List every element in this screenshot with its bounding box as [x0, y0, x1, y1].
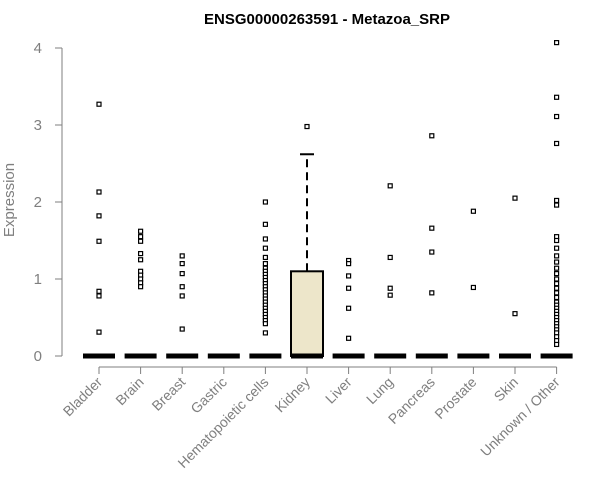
outlier-point	[387, 254, 393, 261]
outlier-point	[138, 250, 144, 257]
outlier-point	[304, 123, 310, 130]
outlier-point	[346, 305, 352, 311]
box-group	[332, 257, 365, 359]
box-group	[540, 40, 573, 359]
outlier-point	[553, 290, 560, 296]
y-tick-label: 0	[34, 348, 42, 365]
outlier-point	[553, 259, 560, 265]
outlier-point	[138, 284, 144, 290]
box-group	[374, 183, 407, 359]
outlier-point	[96, 238, 102, 244]
outlier-point	[553, 294, 560, 301]
outlier-point	[553, 281, 560, 287]
x-tick-label: Bladder	[60, 374, 106, 420]
x-tick-label: Lung	[363, 374, 396, 407]
box-group	[290, 123, 324, 359]
outlier-point	[470, 208, 476, 214]
outlier-point	[512, 195, 518, 201]
outlier-point	[553, 140, 560, 147]
outlier-point	[96, 288, 102, 294]
outlier-point	[262, 261, 268, 267]
y-axis: 0 1 2 3 4	[34, 40, 63, 365]
outlier-point	[179, 326, 185, 332]
plot-area	[83, 40, 573, 359]
outlier-point	[553, 245, 560, 251]
outlier-point	[96, 189, 102, 195]
outlier-point	[179, 261, 185, 267]
outlier-point	[346, 261, 352, 267]
y-tick-label: 2	[34, 194, 42, 211]
box-group	[415, 133, 448, 359]
outlier-point	[346, 285, 352, 291]
outlier-point	[553, 113, 560, 120]
outlier-point	[387, 292, 393, 298]
outlier-point	[553, 276, 560, 282]
box-group	[457, 208, 490, 359]
outlier-point	[138, 234, 144, 240]
box-group	[499, 195, 531, 359]
outlier-point	[262, 199, 268, 205]
x-tick-label: Prostate	[431, 374, 479, 422]
outlier-point	[262, 236, 268, 242]
outlier-point	[553, 341, 560, 348]
y-tick-label: 4	[34, 40, 42, 57]
y-axis-label: Expression	[1, 163, 18, 237]
outlier-point	[96, 293, 102, 299]
outlier-point	[553, 197, 560, 204]
x-tick-label: Brain	[112, 374, 146, 408]
outlier-point	[429, 290, 435, 296]
outlier-point	[553, 253, 560, 259]
outlier-point	[262, 254, 268, 261]
outlier-point	[96, 213, 102, 219]
outlier-point	[179, 271, 185, 277]
outlier-point	[553, 271, 560, 277]
outlier-point	[512, 311, 518, 317]
y-tick-label: 1	[34, 271, 42, 288]
box-iqr	[290, 270, 324, 357]
outlier-point	[553, 237, 560, 244]
outlier-point	[387, 285, 393, 291]
outlier-point	[262, 330, 268, 336]
outlier-point	[138, 238, 144, 244]
outlier-point	[553, 265, 560, 271]
outlier-point	[262, 221, 268, 227]
outlier-point	[429, 133, 435, 139]
outlier-point	[262, 321, 268, 327]
outlier-point	[96, 329, 102, 335]
box-group	[83, 101, 115, 359]
box-group	[249, 199, 282, 359]
outlier-point	[179, 284, 185, 290]
x-tick-label: Skin	[491, 374, 522, 405]
x-tick-label: Liver	[322, 374, 355, 407]
x-tick-label: Unknown / Other	[477, 374, 563, 460]
outlier-point	[553, 40, 560, 46]
outlier-point	[553, 285, 560, 291]
y-tick-label: 3	[34, 117, 42, 134]
x-tick-label: Breast	[148, 374, 188, 414]
outlier-point	[346, 335, 352, 341]
outlier-point	[387, 183, 393, 189]
outlier-point	[553, 202, 560, 208]
outlier-point	[179, 253, 185, 259]
outlier-point	[138, 257, 144, 263]
outlier-point	[470, 284, 476, 291]
outlier-point	[429, 225, 435, 231]
chart-title: ENSG00000263591 - Metazoa_SRP	[204, 11, 450, 28]
outlier-point	[96, 101, 102, 107]
outlier-point	[429, 249, 435, 255]
outlier-point	[179, 293, 185, 299]
box-group	[124, 228, 157, 359]
outlier-point	[138, 228, 144, 234]
x-tick-label: Kidney	[272, 374, 314, 416]
outlier-point	[262, 245, 268, 251]
outlier-point	[346, 273, 352, 279]
box-group	[166, 253, 199, 359]
outlier-point	[553, 94, 560, 100]
